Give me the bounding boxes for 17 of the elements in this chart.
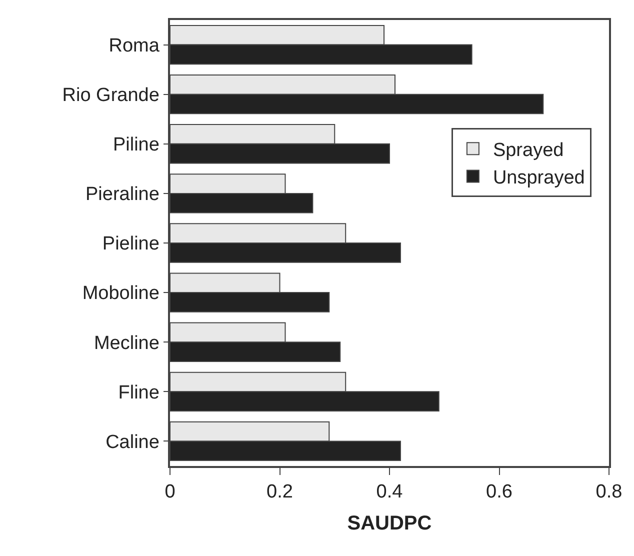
x-tick-label: 0.6 bbox=[486, 482, 512, 503]
x-tick-label: 0.4 bbox=[376, 482, 404, 503]
legend-label: Sprayed bbox=[492, 140, 564, 161]
x-tick-label: 0.8 bbox=[596, 482, 622, 503]
legend-label: Unsprayed bbox=[492, 168, 585, 189]
y-tick-label: Fline bbox=[118, 382, 160, 404]
x-tick-label: 0.2 bbox=[266, 482, 293, 503]
x-axis-title: SAUDPC bbox=[347, 512, 432, 535]
y-tick-label: Mecline bbox=[94, 332, 160, 354]
y-tick-label: Roma bbox=[108, 35, 160, 56]
y-tick-label: Pieline bbox=[102, 234, 160, 255]
x-tick-label: 0 bbox=[164, 482, 176, 503]
y-tick-label: Caline bbox=[106, 432, 160, 453]
y-tick-label: Rio Grande bbox=[62, 84, 160, 106]
y-tick-label: Piline bbox=[112, 134, 160, 156]
y-tick-label: Moboline bbox=[82, 283, 160, 304]
y-tick-label: Pieraline bbox=[86, 184, 160, 206]
